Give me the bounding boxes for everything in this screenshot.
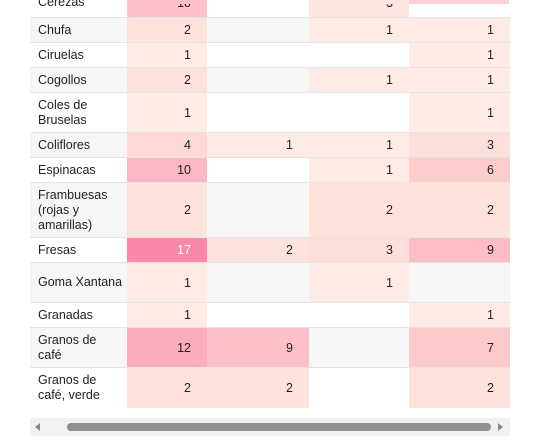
- value-cell: 1: [409, 17, 510, 43]
- table-row: Granadas 1 1: [30, 302, 510, 328]
- table-row: Granos de café, verde 2 2 2: [30, 367, 510, 408]
- row-label: Ciruelas: [30, 42, 127, 68]
- value-cell: 2: [127, 367, 207, 408]
- arrow-left-icon[interactable]: [35, 423, 40, 431]
- row-label: Espinacas: [30, 157, 127, 183]
- row-label: Goma Xantana: [30, 262, 127, 303]
- value-cell: 1: [127, 42, 207, 68]
- row-label: Granos de café, verde: [30, 367, 127, 408]
- value-cell: 1: [309, 157, 409, 183]
- previous-row-segment: [127, 0, 207, 4]
- value-cell: 10: [127, 0, 207, 18]
- value-cell: 1: [309, 132, 409, 158]
- value-cell: [207, 157, 309, 183]
- table-row: Chufa 2 1 1: [30, 17, 510, 43]
- value-cell: 1: [127, 262, 207, 303]
- value-cell: [309, 92, 409, 133]
- row-label: Granos de café: [30, 327, 127, 368]
- value-cell: [207, 0, 309, 18]
- row-label: Cerezas: [30, 0, 127, 18]
- table-row: Goma Xantana 1 1: [30, 262, 510, 303]
- previous-row-segment: [309, 0, 409, 4]
- previous-row-segment: [409, 0, 509, 4]
- arrow-right-icon[interactable]: [498, 423, 503, 431]
- table-body: Cerezas 10 3 Chufa 2 1 1 Ciruelas 1 1 Cogollos 2 1 1 C…: [30, 0, 510, 408]
- row-label: Frambuesas (rojas y amarillas): [30, 182, 127, 238]
- value-cell: 9: [409, 237, 510, 263]
- value-cell: 1: [207, 132, 309, 158]
- value-cell: [207, 92, 309, 133]
- table-row: Espinacas 10 1 6: [30, 157, 510, 183]
- value-cell: 1: [309, 262, 409, 303]
- table-row: Frambuesas (rojas y amarillas) 2 2 2: [30, 182, 510, 238]
- value-cell: 1: [127, 92, 207, 133]
- value-cell: 4: [127, 132, 207, 158]
- value-cell: 12: [127, 327, 207, 368]
- value-cell: 9: [207, 327, 309, 368]
- row-label: Coliflores: [30, 132, 127, 158]
- value-cell: 3: [309, 0, 409, 18]
- value-cell: [207, 67, 309, 93]
- value-cell: [207, 182, 309, 238]
- value-cell: [309, 42, 409, 68]
- row-label: Chufa: [30, 17, 127, 43]
- value-cell: 6: [409, 157, 510, 183]
- scrollbar-thumb[interactable]: [67, 423, 491, 431]
- value-cell: 2: [409, 367, 510, 408]
- row-label: Fresas: [30, 237, 127, 263]
- value-cell: 1: [409, 92, 510, 133]
- row-label: Granadas: [30, 302, 127, 328]
- value-cell: 10: [127, 157, 207, 183]
- value-cell: 2: [207, 367, 309, 408]
- table-row: Ciruelas 1 1: [30, 42, 510, 68]
- table-row: Cogollos 2 1 1: [30, 67, 510, 93]
- previous-row-strip: [127, 0, 509, 4]
- value-cell: 1: [409, 42, 510, 68]
- value-cell: 1: [127, 302, 207, 328]
- value-cell: [207, 302, 309, 328]
- row-label: Cogollos: [30, 67, 127, 93]
- value-cell: 1: [309, 17, 409, 43]
- value-cell: 1: [409, 67, 510, 93]
- value-cell: 1: [409, 302, 510, 328]
- table-row: Fresas 17 2 3 9: [30, 237, 510, 263]
- value-cell: 1: [309, 67, 409, 93]
- previous-row-segment: [207, 0, 309, 4]
- value-cell: 3: [309, 237, 409, 263]
- value-cell: 3: [409, 132, 510, 158]
- table-row: Granos de café 12 9 7: [30, 327, 510, 368]
- value-cell: [309, 367, 409, 408]
- heatmap-table-container[interactable]: Cerezas 10 3 Chufa 2 1 1 Ciruelas 1 1 Cogollos 2 1 1 C…: [30, 0, 510, 418]
- value-cell: 2: [207, 237, 309, 263]
- table-row: Coliflores 4 1 1 3: [30, 132, 510, 158]
- row-label: Coles de Bruselas: [30, 92, 127, 133]
- value-cell: [409, 262, 510, 303]
- value-cell: 2: [127, 17, 207, 43]
- horizontal-scrollbar[interactable]: [30, 418, 510, 436]
- value-cell: 2: [409, 182, 510, 238]
- value-cell: [309, 302, 409, 328]
- value-cell: 2: [309, 182, 409, 238]
- table-row: Cerezas 10 3: [30, 0, 510, 18]
- value-cell: [409, 0, 510, 18]
- value-cell: 7: [409, 327, 510, 368]
- value-cell: 2: [127, 182, 207, 238]
- table-row: Coles de Bruselas 1 1: [30, 92, 510, 133]
- value-cell: [309, 327, 409, 368]
- value-cell: [207, 17, 309, 43]
- value-cell: 17: [127, 237, 207, 263]
- heatmap-table: Cerezas 10 3 Chufa 2 1 1 Ciruelas 1 1 Cogollos 2 1 1 C…: [30, 0, 510, 408]
- value-cell: 2: [127, 67, 207, 93]
- value-cell: [207, 42, 309, 68]
- value-cell: [207, 262, 309, 303]
